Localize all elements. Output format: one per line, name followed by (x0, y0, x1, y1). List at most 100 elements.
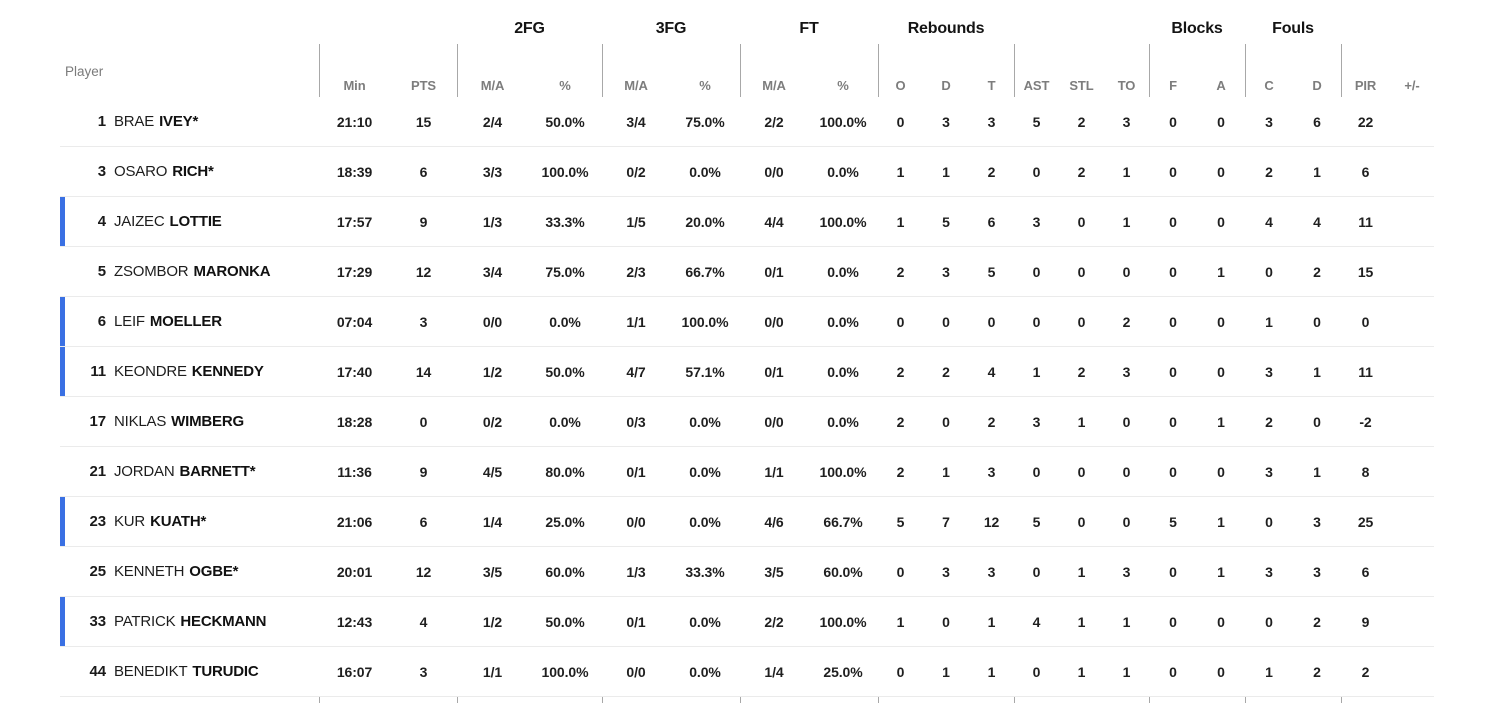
cell-ft-ma: 4/4 (764, 213, 784, 230)
cell-pts: 15 (415, 113, 432, 130)
player-cell: 1 BRAE IVEY* (60, 113, 319, 130)
cell-blk-f: 0 (1169, 313, 1177, 330)
cell-ast: 0 (1032, 463, 1041, 480)
cell-ft-pct: 60.0% (823, 563, 863, 580)
cell-reb-d: 3 (942, 263, 950, 280)
cell-reb-o: 0 (896, 663, 905, 680)
cell-ft-ma: 3/5 (764, 563, 784, 580)
cell-reb-d: 1 (942, 663, 950, 680)
player-last-name: KENNEDY (191, 363, 264, 380)
cell-reb-o: 2 (896, 363, 905, 380)
cell-min: 12:43 (336, 613, 373, 630)
cell-reb-o: 2 (896, 263, 905, 280)
col-header-3fg-pct: % (699, 78, 711, 93)
cell-blk-a: 0 (1217, 113, 1225, 130)
cell-reb-o: 1 (896, 163, 905, 180)
cell-stl: 1 (1077, 613, 1086, 630)
cell-2fg-pct: 100.0% (541, 663, 589, 680)
player-cell: 17 NIKLAS WIMBERG (60, 413, 319, 430)
cell-reb-d: 0 (942, 313, 950, 330)
player-last-name: MOELLER (149, 313, 222, 330)
column-header-row: Min PTS M/A % M/A % M/A % O D T AST STL … (60, 78, 1434, 97)
cell-pts: 12 (415, 563, 432, 580)
cell-ft-ma: 0/0 (764, 313, 784, 330)
cell-stl: 1 (1077, 663, 1086, 680)
cell-3fg-pct: 0.0% (689, 413, 721, 430)
cell-ast: 0 (1032, 563, 1041, 580)
cell-ast: 1 (1032, 363, 1041, 380)
player-cell: 25 KENNETH OGBE* (60, 563, 319, 580)
cell-ft-ma: 1/1 (764, 463, 784, 480)
cell-3fg-ma: 0/1 (626, 463, 646, 480)
cell-ft-ma: 2/2 (764, 613, 784, 630)
cell-pir: 2 (1361, 663, 1370, 680)
cell-pts: 9 (419, 213, 428, 230)
cell-foul-c: 0 (1265, 263, 1273, 280)
cell-foul-d: 1 (1313, 363, 1321, 380)
cell-pir: 6 (1361, 163, 1370, 180)
cell-ast: 3 (1032, 413, 1041, 430)
stat-group-header-row: 2FG 3FG FT Rebounds Blocks Fouls (60, 20, 1434, 42)
table-row: 3 OSARO RICH* 18:39 6 3/3 100.0% 0/2 0.0… (60, 147, 1434, 197)
cell-3fg-ma: 0/2 (626, 163, 646, 180)
cell-foul-c: 0 (1265, 513, 1273, 530)
cell-min: 17:40 (336, 363, 373, 380)
table-row: 1 BRAE IVEY* 21:10 15 2/4 50.0% 3/4 75.0… (60, 97, 1434, 147)
cell-ft-ma: 4/6 (764, 513, 784, 530)
cell-blk-a: 0 (1217, 663, 1225, 680)
col-header-plusminus: +/- (1404, 78, 1420, 93)
player-last-name: HECKMANN (180, 613, 267, 630)
player-first-name: PATRICK (114, 613, 176, 630)
jersey-number: 33 (89, 613, 107, 630)
cell-to: 3 (1122, 113, 1131, 130)
cell-3fg-ma: 4/7 (626, 363, 646, 380)
player-cell: 23 KUR KUATH* (60, 513, 319, 530)
cell-2fg-pct: 33.3% (545, 213, 585, 230)
cell-reb-o: 1 (896, 613, 905, 630)
cell-3fg-ma: 1/3 (626, 563, 646, 580)
group-header-fouls: Fouls (1272, 20, 1314, 37)
cell-ft-pct: 66.7% (823, 513, 863, 530)
cell-min: 07:04 (336, 313, 373, 330)
cell-foul-c: 4 (1265, 213, 1273, 230)
cell-min: 18:39 (336, 163, 373, 180)
cell-ft-pct: 100.0% (819, 613, 867, 630)
cell-pts: 4 (419, 613, 428, 630)
cell-3fg-pct: 57.1% (685, 363, 725, 380)
cell-blk-f: 5 (1169, 513, 1177, 530)
cell-3fg-pct: 0.0% (689, 513, 721, 530)
player-last-name: TURUDIC (192, 663, 259, 680)
player-first-name: KENNETH (114, 563, 185, 580)
cell-reb-d: 2 (942, 363, 950, 380)
group-header-rebounds: Rebounds (907, 20, 985, 37)
group-header-3fg: 3FG (655, 20, 687, 37)
cell-blk-f: 0 (1169, 163, 1177, 180)
cell-min: 17:29 (336, 263, 373, 280)
cell-foul-d: 0 (1313, 313, 1321, 330)
cell-foul-d: 1 (1313, 463, 1321, 480)
table-row: 25 KENNETH OGBE* 20:01 12 3/5 60.0% 1/3 … (60, 547, 1434, 597)
jersey-number: 3 (97, 163, 106, 180)
cell-pts: 6 (419, 163, 428, 180)
cell-foul-d: 6 (1313, 113, 1321, 130)
cell-min: 20:01 (336, 563, 373, 580)
cell-blk-a: 0 (1217, 363, 1225, 380)
cell-stl: 0 (1077, 513, 1086, 530)
cell-blk-f: 0 (1169, 563, 1177, 580)
player-cell: 44 BENEDIKT TURUDIC (60, 663, 319, 680)
cell-to: 2 (1122, 313, 1131, 330)
cell-blk-a: 1 (1217, 563, 1225, 580)
cell-stl: 0 (1077, 463, 1086, 480)
cell-2fg-ma: 1/3 (482, 213, 503, 230)
cell-pir: 22 (1357, 113, 1374, 130)
cell-reb-t: 6 (987, 213, 996, 230)
cell-reb-t: 0 (987, 313, 996, 330)
cell-2fg-pct: 100.0% (541, 163, 589, 180)
cell-ft-ma: 0/1 (764, 263, 784, 280)
cell-2fg-ma: 3/5 (482, 563, 503, 580)
jersey-number: 17 (89, 413, 107, 430)
jersey-number: 21 (89, 463, 107, 480)
col-header-foul-d: D (1312, 78, 1322, 93)
cell-stl: 0 (1077, 313, 1086, 330)
cell-2fg-ma: 1/1 (482, 663, 503, 680)
